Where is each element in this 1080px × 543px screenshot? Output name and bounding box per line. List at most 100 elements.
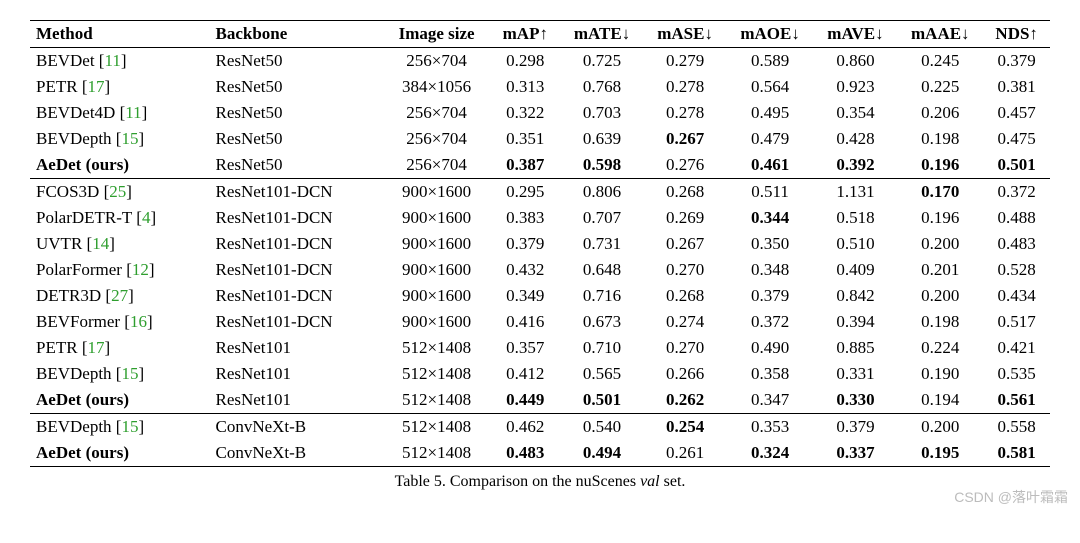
cell-maae: 0.206 <box>897 100 983 126</box>
cell-mave: 0.331 <box>814 361 897 387</box>
cell-backbone: ResNet50 <box>209 152 382 179</box>
watermark: CSDN @落叶霜霜 <box>954 487 1068 507</box>
cell-map: 0.379 <box>490 231 560 257</box>
cell-mave: 0.885 <box>814 335 897 361</box>
table-row: PolarFormer [12]ResNet101-DCN900×16000.4… <box>30 257 1050 283</box>
col-maoe: mAOE↓ <box>726 21 813 48</box>
cell-imgsize: 900×1600 <box>383 205 490 231</box>
cell-imgsize: 512×1408 <box>383 335 490 361</box>
citation-link[interactable]: 27 <box>111 286 128 305</box>
method-name: UVTR <box>36 234 82 253</box>
cell-map: 0.387 <box>490 152 560 179</box>
cell-maoe: 0.379 <box>726 283 813 309</box>
col-mase: mASE↓ <box>644 21 727 48</box>
table-row: BEVDepth [15]ResNet50256×7040.3510.6390.… <box>30 126 1050 152</box>
cell-backbone: ResNet101-DCN <box>209 309 382 335</box>
cell-map: 0.483 <box>490 440 560 467</box>
col-nds: NDS↑ <box>983 21 1050 48</box>
citation-link[interactable]: 17 <box>87 338 104 357</box>
cell-method: AeDet (ours) <box>30 152 209 179</box>
citation-link[interactable]: 4 <box>142 208 151 227</box>
cell-mase: 0.278 <box>644 74 727 100</box>
cell-maae: 0.196 <box>897 205 983 231</box>
col-maae: mAAE↓ <box>897 21 983 48</box>
cell-imgsize: 900×1600 <box>383 231 490 257</box>
table-row: UVTR [14]ResNet101-DCN900×16000.3790.731… <box>30 231 1050 257</box>
cell-backbone: ResNet101 <box>209 361 382 387</box>
cell-maoe: 0.350 <box>726 231 813 257</box>
cell-maoe: 0.372 <box>726 309 813 335</box>
cell-backbone: ResNet101-DCN <box>209 283 382 309</box>
cell-map: 0.416 <box>490 309 560 335</box>
cell-maoe: 0.324 <box>726 440 813 467</box>
method-name: FCOS3D <box>36 182 99 201</box>
citation-link[interactable]: 11 <box>125 103 141 122</box>
cell-mave: 0.860 <box>814 48 897 75</box>
cell-nds: 0.535 <box>983 361 1050 387</box>
citation-link[interactable]: 14 <box>92 234 109 253</box>
cell-map: 0.357 <box>490 335 560 361</box>
caption-italic: val <box>640 473 660 490</box>
col-map: mAP↑ <box>490 21 560 48</box>
results-table: MethodBackboneImage sizemAP↑mATE↓mASE↓mA… <box>30 20 1050 467</box>
cell-map: 0.295 <box>490 179 560 206</box>
cell-method: PETR [17] <box>30 74 209 100</box>
citation-link[interactable]: 15 <box>121 364 138 383</box>
cell-imgsize: 256×704 <box>383 152 490 179</box>
cell-nds: 0.581 <box>983 440 1050 467</box>
citation-link[interactable]: 17 <box>87 77 104 96</box>
cell-method: BEVDet4D [11] <box>30 100 209 126</box>
cell-mave: 0.379 <box>814 414 897 441</box>
method-name: BEVDepth <box>36 417 112 436</box>
cell-backbone: ResNet101 <box>209 335 382 361</box>
cell-nds: 0.517 <box>983 309 1050 335</box>
cell-mate: 0.707 <box>560 205 643 231</box>
citation-link[interactable]: 15 <box>121 417 138 436</box>
cell-mase: 0.278 <box>644 100 727 126</box>
cell-maae: 0.201 <box>897 257 983 283</box>
cell-mase: 0.267 <box>644 231 727 257</box>
citation-link[interactable]: 25 <box>109 182 126 201</box>
cell-nds: 0.434 <box>983 283 1050 309</box>
caption-suffix: set. <box>660 473 686 490</box>
cell-mate: 0.494 <box>560 440 643 467</box>
cell-mave: 0.409 <box>814 257 897 283</box>
cell-maae: 0.190 <box>897 361 983 387</box>
method-name: BEVDet <box>36 51 95 70</box>
cell-mave: 0.337 <box>814 440 897 467</box>
citation-link[interactable]: 11 <box>104 51 120 70</box>
table-caption: Table 5. Comparison on the nuScenes val … <box>30 473 1050 491</box>
cell-method: BEVDepth [15] <box>30 126 209 152</box>
cell-map: 0.383 <box>490 205 560 231</box>
citation-link[interactable]: 12 <box>132 260 149 279</box>
cell-imgsize: 384×1056 <box>383 74 490 100</box>
cell-mase: 0.269 <box>644 205 727 231</box>
col-mate: mATE↓ <box>560 21 643 48</box>
method-name: PETR <box>36 77 78 96</box>
cell-maoe: 0.511 <box>726 179 813 206</box>
cell-maoe: 0.348 <box>726 257 813 283</box>
table-row: BEVDepth [15]ConvNeXt-B512×14080.4620.54… <box>30 414 1050 441</box>
cell-map: 0.432 <box>490 257 560 283</box>
cell-mate: 0.806 <box>560 179 643 206</box>
method-name: PETR <box>36 338 78 357</box>
cell-backbone: ResNet50 <box>209 74 382 100</box>
table-row: BEVDet [11]ResNet50256×7040.2980.7250.27… <box>30 48 1050 75</box>
cell-method: BEVDet [11] <box>30 48 209 75</box>
cell-maae: 0.194 <box>897 387 983 414</box>
citation-link[interactable]: 16 <box>130 312 147 331</box>
cell-method: PolarDETR-T [4] <box>30 205 209 231</box>
cell-method: PolarFormer [12] <box>30 257 209 283</box>
cell-backbone: ConvNeXt-B <box>209 414 382 441</box>
citation-link[interactable]: 15 <box>121 129 138 148</box>
cell-imgsize: 512×1408 <box>383 387 490 414</box>
cell-maoe: 0.490 <box>726 335 813 361</box>
cell-maae: 0.245 <box>897 48 983 75</box>
cell-mave: 1.131 <box>814 179 897 206</box>
table-row: PETR [17]ResNet101512×14080.3570.7100.27… <box>30 335 1050 361</box>
method-name: AeDet <box>36 443 81 462</box>
cell-mase: 0.261 <box>644 440 727 467</box>
cell-method: AeDet (ours) <box>30 387 209 414</box>
cell-mave: 0.392 <box>814 152 897 179</box>
cell-mave: 0.394 <box>814 309 897 335</box>
